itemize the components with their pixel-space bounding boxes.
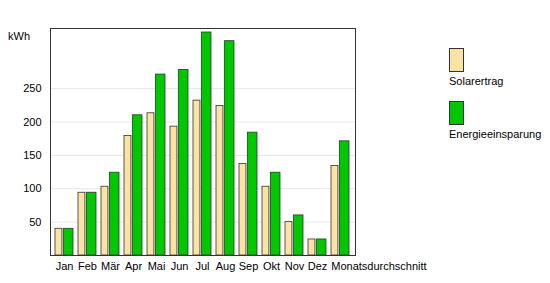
svg-text:Monatsdurchschnitt: Monatsdurchschnitt xyxy=(331,260,426,272)
svg-text:Aug: Aug xyxy=(216,260,236,272)
svg-text:Sep: Sep xyxy=(239,260,259,272)
html-text:Solarertrag: Solarertrag xyxy=(449,75,504,87)
svg-text:200: 200 xyxy=(23,115,41,127)
svg-text:Apr: Apr xyxy=(125,260,142,272)
svg-text:Dez: Dez xyxy=(308,260,328,272)
svg-text:Okt: Okt xyxy=(263,260,280,272)
svg-text:100: 100 xyxy=(23,182,41,194)
svg-text:Jan: Jan xyxy=(56,260,74,272)
svg-text:250: 250 xyxy=(23,82,41,94)
svg-text:Jun: Jun xyxy=(171,260,189,272)
svg-text:Jul: Jul xyxy=(195,260,209,272)
svg-text:Nov: Nov xyxy=(285,260,305,272)
svg-text:150: 150 xyxy=(23,149,41,161)
html-text:kWh: kWh xyxy=(8,30,30,42)
html-text:Energieeinsparung: Energieeinsparung xyxy=(449,128,542,140)
svg-text:Feb: Feb xyxy=(78,260,97,272)
svg-text:Mai: Mai xyxy=(148,260,166,272)
svg-text:Mär: Mär xyxy=(101,260,120,272)
svg-text:50: 50 xyxy=(29,216,41,228)
